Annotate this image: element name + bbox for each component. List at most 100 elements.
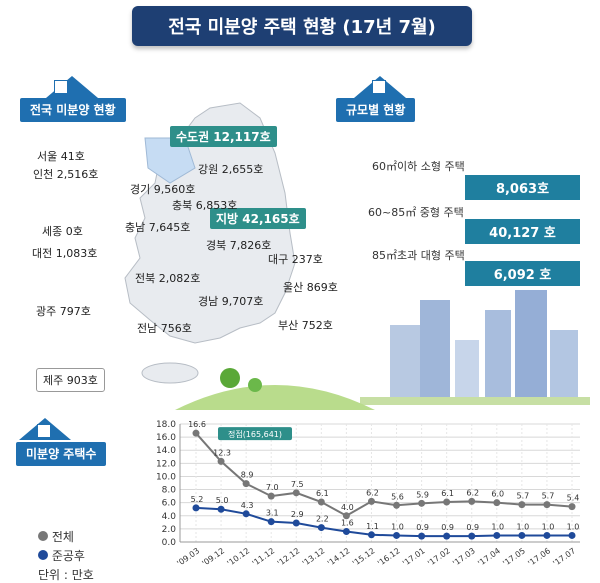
national-section-icon	[40, 76, 98, 98]
data-label: 1.0	[542, 522, 555, 531]
data-label: 5.2	[191, 495, 204, 504]
data-point	[342, 528, 350, 536]
x-tick-label: '09.12	[200, 546, 226, 568]
data-point	[468, 497, 476, 505]
data-label: 4.0	[341, 503, 354, 512]
data-point	[317, 498, 325, 506]
data-point	[342, 512, 350, 520]
building-icon	[550, 330, 578, 400]
y-tick-label: 12.0	[156, 459, 176, 469]
data-label: 0.9	[441, 523, 454, 532]
region-ulsan: 울산 869호	[283, 281, 338, 294]
section-trend-label: 미분양 주택수	[16, 442, 107, 466]
data-label: 1.6	[341, 519, 354, 528]
y-tick-label: 8.0	[162, 486, 177, 496]
data-label: 7.5	[291, 480, 304, 489]
data-label: 7.0	[266, 483, 279, 492]
data-point	[468, 532, 476, 540]
data-label: 6.1	[316, 489, 329, 498]
house-window-icon	[372, 80, 386, 94]
section-national-label: 전국 미분양 현황	[20, 98, 126, 122]
data-point	[267, 518, 275, 526]
x-tick-label: '11.12	[251, 546, 277, 568]
region-daegu: 대구 237호	[268, 253, 323, 266]
data-label: 0.9	[416, 523, 429, 532]
ground	[360, 397, 590, 405]
y-tick-label: 2.0	[162, 525, 177, 535]
x-tick-label: '17.06	[526, 546, 552, 568]
y-tick-label: 6.0	[162, 499, 177, 509]
hill-illustration	[175, 368, 375, 410]
x-tick-label: '17.05	[501, 546, 527, 568]
legend-completed-label: 준공후	[51, 549, 85, 563]
data-label: 5.0	[216, 496, 229, 505]
y-tick-label: 16.0	[156, 433, 176, 443]
provinces-tag: 지방 42,165호	[210, 208, 306, 229]
buildings-illustration	[360, 290, 590, 405]
legend-total-marker	[38, 531, 48, 541]
data-label: 5.9	[416, 490, 429, 499]
tree-icon	[220, 368, 240, 388]
data-label: 6.1	[441, 489, 454, 498]
x-tick-label: '17.04	[476, 546, 502, 568]
y-tick-label: 18.0	[156, 420, 176, 430]
data-point	[292, 489, 300, 497]
data-point	[367, 497, 375, 505]
region-gyeongnam: 경남 9,707호	[198, 295, 264, 308]
region-gyeonggi: 경기 9,560호	[130, 183, 196, 196]
data-label: 8.9	[241, 471, 254, 480]
data-label: 1.0	[567, 522, 580, 531]
data-point	[568, 531, 576, 539]
x-tick-label: '10.12	[226, 546, 252, 568]
data-point	[192, 429, 200, 437]
peak-annotation-box	[218, 427, 292, 441]
data-label: 1.1	[366, 522, 379, 531]
x-tick-label: '17.02	[426, 546, 452, 568]
x-tick-label: '15.12	[351, 546, 377, 568]
building-icon	[420, 300, 450, 400]
y-tick-label: 10.0	[156, 472, 176, 482]
data-point	[393, 531, 401, 539]
house-window-icon	[37, 424, 51, 438]
data-point	[518, 531, 526, 539]
tree-icon	[248, 378, 262, 392]
peak-annotation: 정점(165,641)	[228, 429, 282, 439]
data-label: 5.7	[542, 492, 555, 501]
data-label: 6.2	[466, 488, 479, 497]
section-size-label: 규모별 현황	[336, 98, 416, 122]
y-tick-label: 4.0	[162, 512, 177, 522]
data-point	[217, 457, 225, 465]
data-label: 4.3	[241, 501, 254, 510]
region-jeonnam: 전남 756호	[137, 322, 192, 335]
legend-total: 전체	[38, 528, 74, 545]
data-point	[493, 499, 501, 507]
legend-total-label: 전체	[51, 530, 74, 544]
region-chungbuk: 충북 6,853호	[172, 199, 238, 212]
region-gyeongbuk: 경북 7,826호	[206, 239, 272, 252]
size-large-label: 85㎡초과 대형 주택	[372, 249, 465, 262]
capital-area-tag: 수도권 12,117호	[170, 126, 277, 147]
data-label: 5.7	[516, 492, 529, 501]
data-point	[267, 492, 275, 500]
region-gangwon: 강원 2,655호	[198, 163, 264, 176]
house-window-icon	[54, 80, 68, 94]
data-point	[568, 503, 576, 511]
region-chungnam: 충남 7,645호	[125, 221, 191, 234]
region-sejong: 세종 0호	[42, 225, 83, 238]
data-label: 2.9	[291, 510, 304, 519]
data-point	[367, 531, 375, 539]
data-label: 16.6	[188, 420, 206, 429]
y-tick-label: 14.0	[156, 446, 176, 456]
jeju-shape	[141, 362, 199, 384]
data-point	[317, 524, 325, 532]
data-label: 0.9	[466, 523, 479, 532]
data-label: 1.0	[391, 522, 404, 531]
data-label: 1.0	[516, 522, 529, 531]
x-tick-label: '17.07	[551, 546, 577, 568]
data-point	[493, 531, 501, 539]
building-icon	[515, 290, 547, 400]
data-label: 3.1	[266, 509, 279, 518]
data-point	[418, 532, 426, 540]
data-label: 1.0	[491, 522, 504, 531]
size-small-label: 60㎡이하 소형 주택	[372, 160, 465, 173]
